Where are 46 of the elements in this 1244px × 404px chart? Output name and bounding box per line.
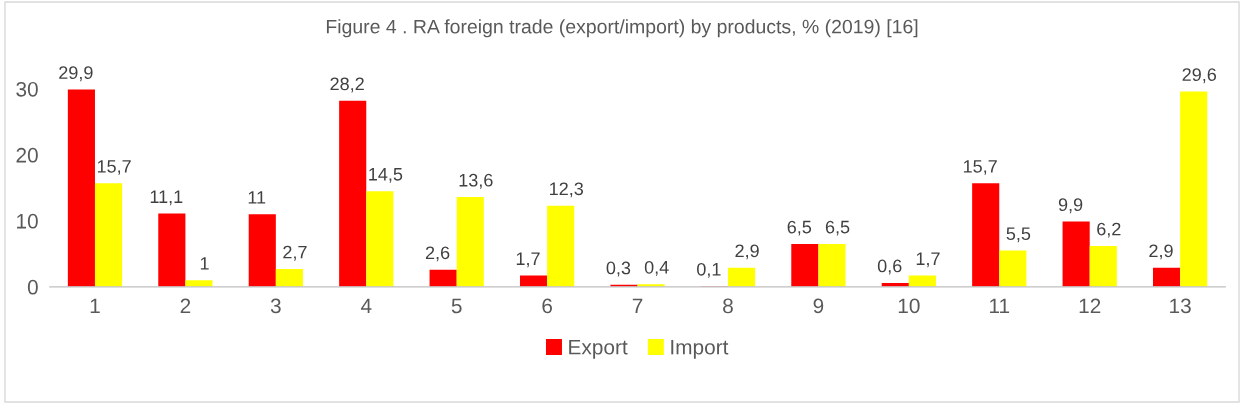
data-label: 11 <box>248 191 266 204</box>
data-label: 13,6 <box>459 173 493 189</box>
x-tick-label: 4 <box>360 298 372 314</box>
y-tick-label: 20 <box>16 147 38 163</box>
data-label: 2,9 <box>735 244 759 260</box>
data-label: 0,3 <box>606 261 631 277</box>
y-tick-label: 0 <box>27 279 38 295</box>
data-label: 5,5 <box>1006 227 1031 243</box>
x-tick-label: 13 <box>1170 298 1191 314</box>
data-label: 14,5 <box>369 168 403 183</box>
x-tick-label: 3 <box>270 298 281 314</box>
data-label: 2,6 <box>425 246 450 262</box>
data-label: 1,7 <box>916 252 940 268</box>
data-label: 6,2 <box>1097 222 1121 238</box>
legend-label: Export <box>569 340 628 359</box>
data-label: 0,6 <box>877 259 902 275</box>
x-tick-label: 8 <box>723 298 733 314</box>
data-label: 15,7 <box>97 160 131 175</box>
data-label: 1 <box>200 257 209 270</box>
y-tick-label: 10 <box>17 213 38 229</box>
x-tick-label: 7 <box>632 298 643 314</box>
data-label: 11,1 <box>150 190 183 206</box>
data-label: 2,9 <box>1149 244 1173 260</box>
x-tick-label: 12 <box>1079 298 1101 314</box>
y-tick-label: 30 <box>16 81 38 97</box>
data-label: 28,2 <box>330 77 364 93</box>
legend-label: Import <box>671 340 729 359</box>
data-label: 15,7 <box>963 160 997 175</box>
x-tick-label: 6 <box>542 298 552 314</box>
data-label: 2,7 <box>283 245 307 261</box>
data-label: 6,5 <box>825 220 850 236</box>
x-tick-label: 5 <box>451 298 462 314</box>
data-label: 0,4 <box>644 260 669 276</box>
data-label: 12,3 <box>550 182 584 198</box>
x-tick-label: 11 <box>990 298 1010 314</box>
data-label: 1,7 <box>516 252 540 268</box>
chart-title: Figure 4 . RA foreign trade (export/import) by products, % (2019) [16] <box>326 19 918 38</box>
x-tick-label: 9 <box>813 298 824 314</box>
data-label: 29,9 <box>59 66 93 82</box>
x-tick-label: 10 <box>898 298 920 314</box>
data-label: 29,6 <box>1182 68 1217 84</box>
data-label: 6,5 <box>787 220 812 236</box>
data-label: 9,9 <box>1058 198 1083 214</box>
x-tick-label: 1 <box>90 298 100 314</box>
x-tick-label: 2 <box>180 298 191 314</box>
data-label: 0,1 <box>697 262 721 278</box>
